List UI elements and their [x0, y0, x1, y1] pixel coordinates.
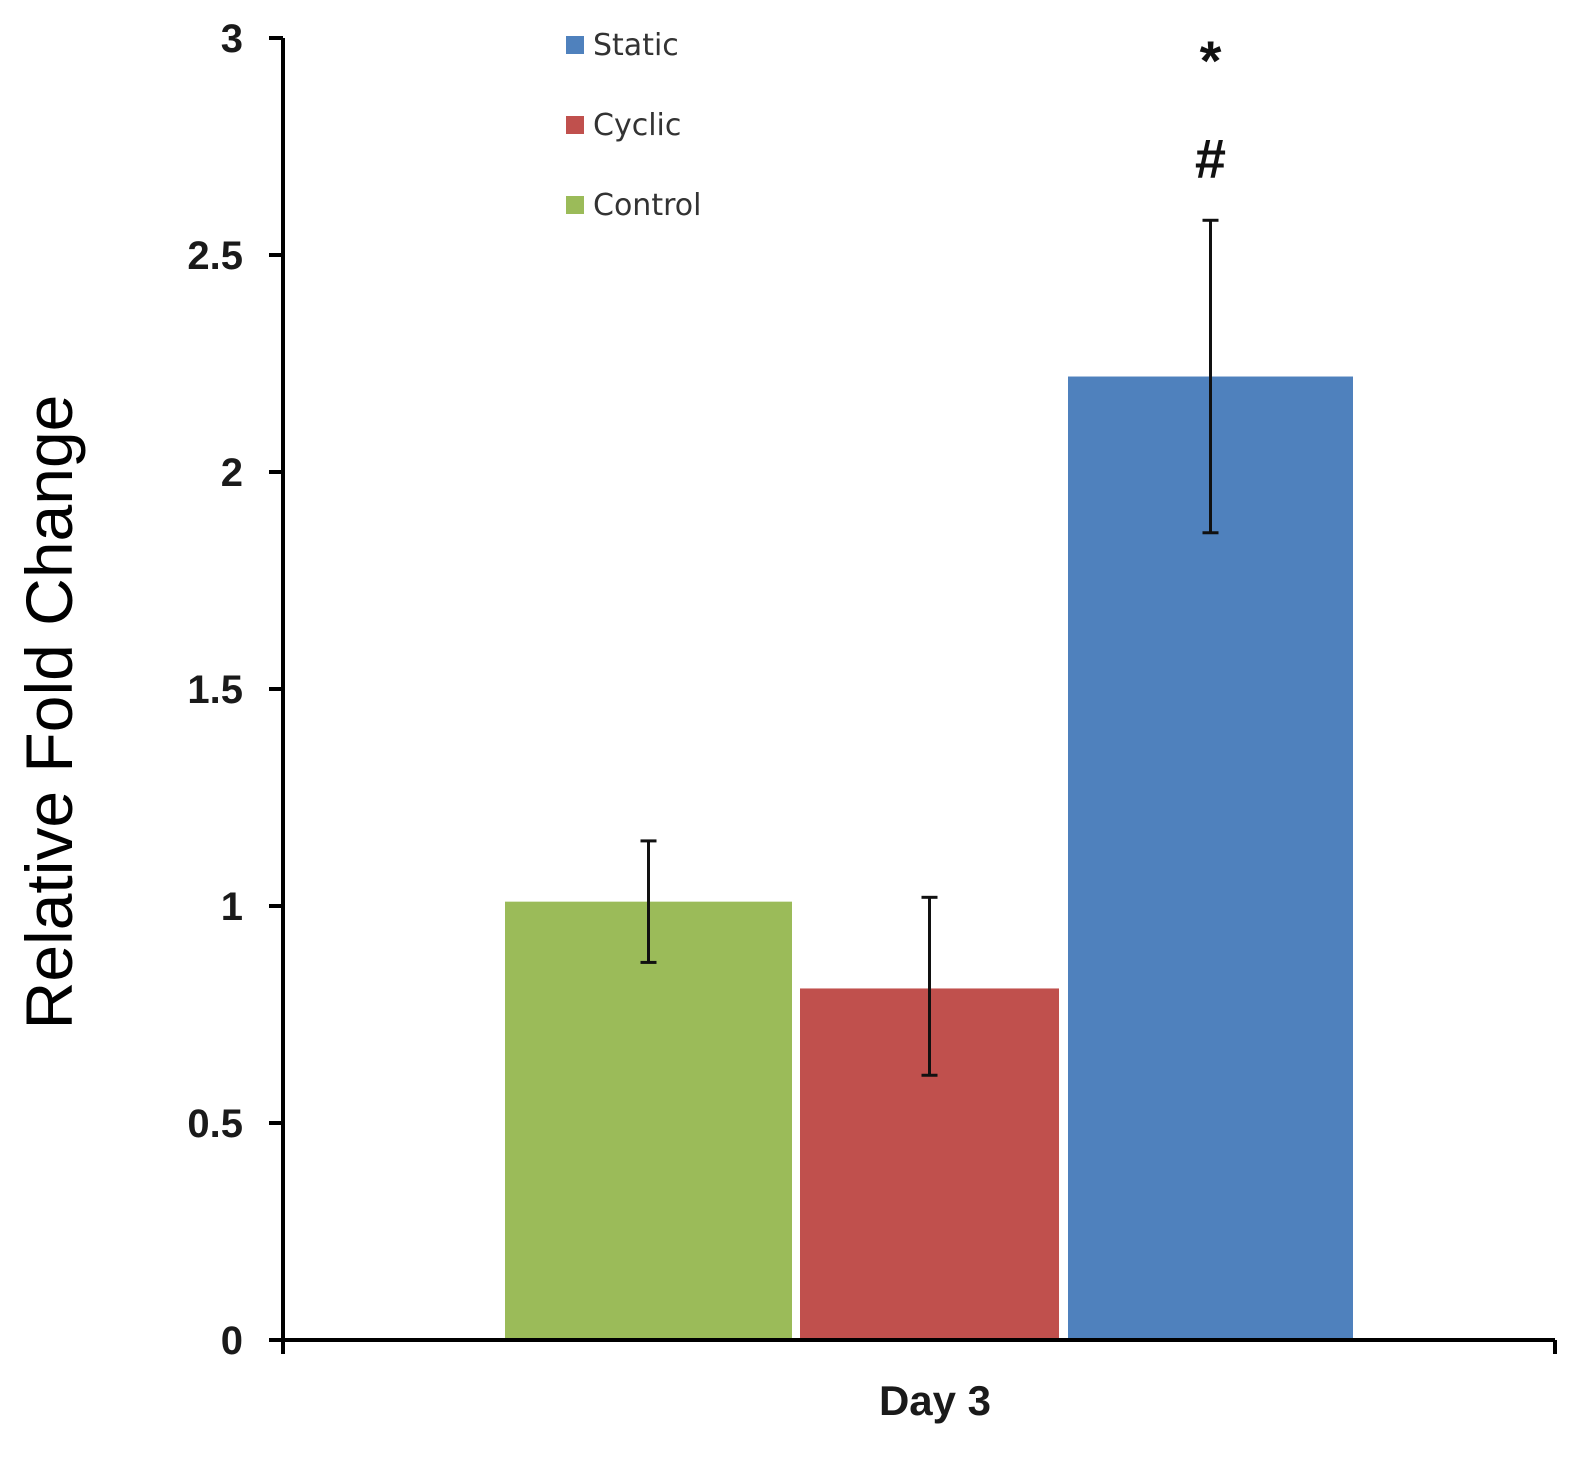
bar-static [1068, 376, 1353, 1340]
y-tick-label: 1.5 [187, 668, 243, 712]
y-tick-label: 3 [221, 17, 243, 61]
legend-swatch-control [566, 196, 584, 214]
error-bars-group [640, 218, 1219, 1077]
legend: Static Cyclic Control [566, 28, 701, 223]
significance-marker: # [1195, 127, 1226, 190]
legend-label-static: Static [593, 28, 679, 63]
legend-swatch-static [566, 36, 584, 54]
y-tick-label: 2.5 [187, 234, 243, 278]
x-categories-group: Day 3 [879, 1377, 991, 1424]
y-tick-label: 0.5 [187, 1102, 243, 1146]
y-axis-label: Relative Fold Change [12, 395, 86, 1030]
bars-group [505, 376, 1353, 1340]
legend-swatch-cyclic [566, 116, 584, 134]
legend-label-cyclic: Cyclic [593, 108, 681, 143]
y-tick-label: 0 [221, 1319, 243, 1363]
annotations-group: *# [1195, 29, 1226, 190]
y-tick-label: 2 [221, 451, 243, 495]
significance-marker: * [1200, 29, 1222, 92]
bar-control [505, 901, 792, 1340]
legend-label-control: Control [593, 188, 701, 223]
y-tick-label: 1 [221, 885, 243, 929]
x-category-label: Day 3 [879, 1377, 991, 1424]
y-ticks-group: 0 0.5 1 1.5 2 2.5 3 [187, 17, 1557, 1363]
y-axis-label-group: Relative Fold Change [12, 395, 86, 1030]
